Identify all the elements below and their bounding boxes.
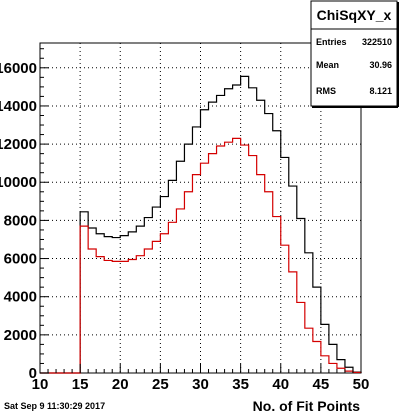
y-tick-label: 16000 bbox=[0, 60, 37, 77]
stats-rms-value: 8.121 bbox=[369, 86, 392, 96]
y-tick-label: 12000 bbox=[0, 136, 37, 153]
y-tick-label: 8000 bbox=[4, 212, 37, 229]
stats-entries-value: 322510 bbox=[362, 37, 392, 47]
y-tick-label: 2000 bbox=[4, 327, 37, 344]
y-tick-label: 0 bbox=[29, 365, 37, 382]
stats-box-frame bbox=[310, 0, 398, 107]
series-layer bbox=[40, 75, 362, 374]
timestamp-label: Sat Sep 9 11:30:29 2017 bbox=[4, 401, 105, 411]
x-tick-label: 20 bbox=[112, 376, 129, 393]
x-tick-label: 45 bbox=[313, 376, 330, 393]
stats-box-title: ChiSqXY_x bbox=[317, 7, 392, 23]
x-tick-label: 10 bbox=[32, 376, 49, 393]
x-tick-label: 25 bbox=[152, 376, 169, 393]
x-tick-label: 50 bbox=[353, 376, 370, 393]
stats-mean-value: 30.96 bbox=[369, 60, 392, 70]
x-tick-label: 40 bbox=[272, 376, 289, 393]
x-axis-title: No. of Fit Points bbox=[253, 398, 361, 414]
y-tick-label: 4000 bbox=[4, 289, 37, 306]
y-tick-label: 14000 bbox=[0, 98, 37, 115]
plot-frame bbox=[39, 42, 362, 374]
histogram-series-2 bbox=[40, 137, 362, 374]
stats-entries-label: Entries bbox=[316, 37, 347, 47]
x-tick-label: 30 bbox=[192, 376, 209, 393]
y-tick-label: 6000 bbox=[4, 251, 37, 268]
stats-box: ChiSqXY_x Entries 322510 Mean 30.96 RMS … bbox=[310, 0, 399, 108]
axis-layer: 10 15 20 25 30 35 40 45 50 0 2000 4000 6000 8000 10000… bbox=[0, 48, 370, 393]
grid-layer bbox=[40, 43, 361, 373]
stats-rms-label: RMS bbox=[316, 86, 336, 96]
y-tick-label: 10000 bbox=[0, 174, 37, 191]
histogram-series-1 bbox=[40, 75, 362, 374]
x-tick-label: 15 bbox=[72, 376, 89, 393]
x-tick-label: 35 bbox=[232, 376, 249, 393]
stats-mean-label: Mean bbox=[316, 60, 339, 70]
